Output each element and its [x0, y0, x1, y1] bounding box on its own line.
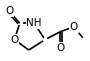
Text: O: O	[10, 35, 19, 45]
Text: O: O	[70, 22, 78, 32]
Text: NH: NH	[26, 18, 42, 28]
Text: O: O	[5, 6, 13, 16]
Text: O: O	[56, 43, 64, 53]
